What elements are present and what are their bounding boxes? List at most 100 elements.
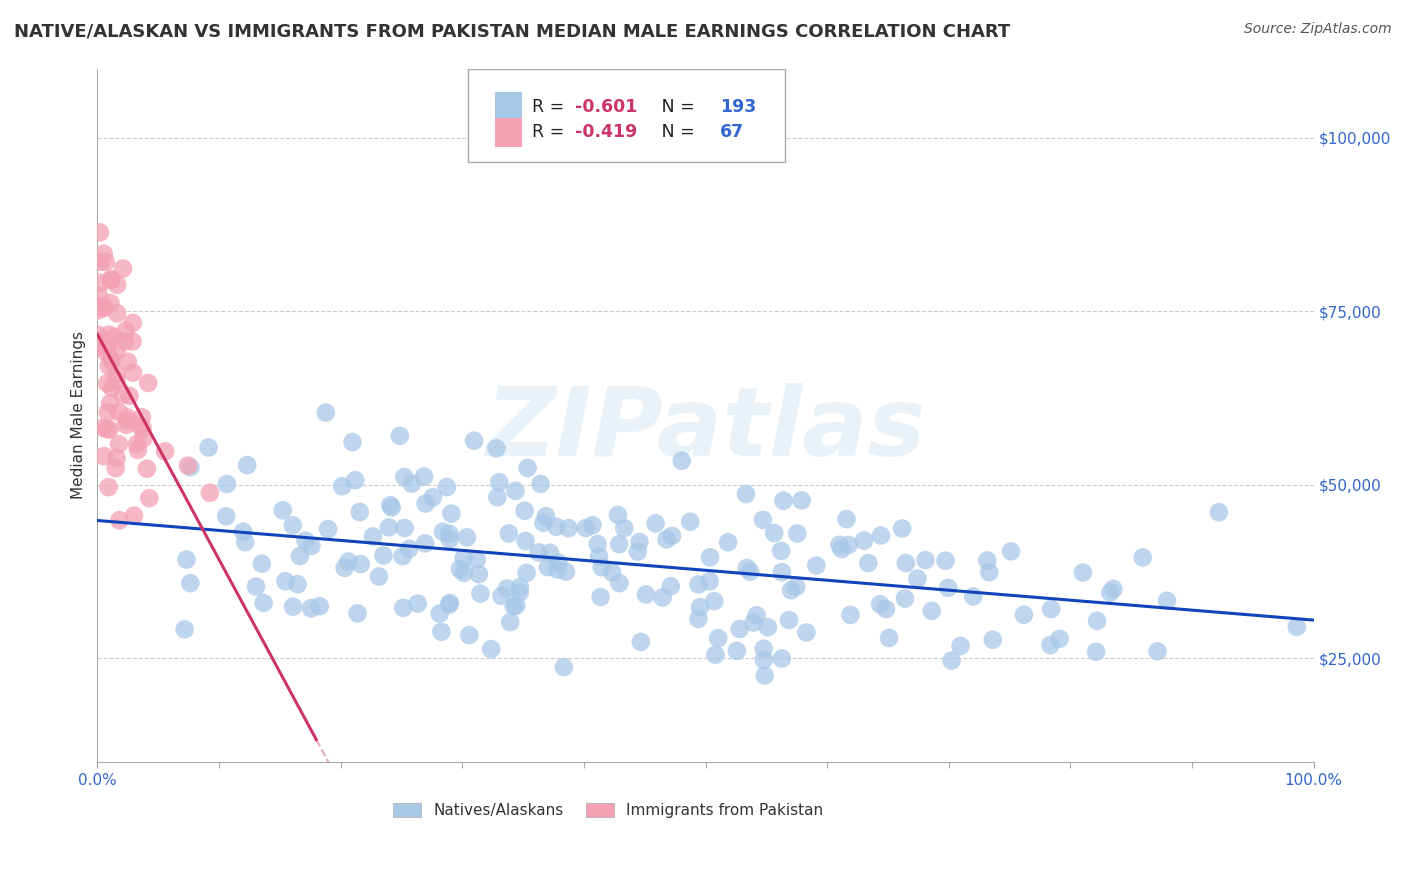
- Text: -0.419: -0.419: [575, 123, 638, 141]
- Point: [547, 556, 569, 570]
- Point: [699, 574, 721, 589]
- Point: [135, 461, 157, 475]
- Point: [115, 417, 138, 432]
- Point: [1000, 544, 1022, 558]
- Point: [581, 518, 603, 533]
- Point: [349, 505, 371, 519]
- Point: [513, 504, 536, 518]
- Point: [87, 300, 110, 314]
- Point: [337, 555, 360, 569]
- Point: [921, 604, 943, 618]
- Point: [1102, 582, 1125, 596]
- Point: [122, 366, 145, 380]
- Point: [128, 418, 150, 433]
- Point: [105, 373, 128, 387]
- Point: [98, 423, 121, 437]
- Point: [232, 524, 254, 539]
- Point: [509, 580, 531, 594]
- Point: [87, 303, 110, 318]
- Point: [515, 534, 537, 549]
- Point: [430, 624, 453, 639]
- Point: [93, 301, 115, 315]
- Point: [439, 532, 461, 546]
- Point: [468, 567, 491, 582]
- Point: [1208, 505, 1230, 519]
- Point: [941, 654, 963, 668]
- Point: [891, 521, 914, 535]
- Point: [381, 500, 404, 515]
- Text: ZIPatlas: ZIPatlas: [485, 383, 927, 475]
- Point: [671, 454, 693, 468]
- Point: [127, 442, 149, 457]
- Point: [763, 526, 786, 541]
- Point: [97, 480, 120, 494]
- Point: [533, 516, 555, 530]
- Point: [111, 387, 134, 401]
- Point: [613, 521, 636, 535]
- Point: [105, 306, 128, 320]
- Point: [839, 607, 862, 622]
- FancyBboxPatch shape: [468, 69, 785, 162]
- Point: [398, 541, 420, 556]
- Point: [93, 246, 115, 260]
- Point: [391, 549, 413, 564]
- Legend: Natives/Alaskans, Immigrants from Pakistan: Natives/Alaskans, Immigrants from Pakist…: [387, 797, 830, 824]
- Point: [534, 509, 557, 524]
- Point: [1146, 644, 1168, 658]
- Point: [87, 288, 110, 302]
- Point: [772, 493, 794, 508]
- Point: [197, 441, 219, 455]
- Point: [735, 487, 758, 501]
- Point: [458, 628, 481, 642]
- Point: [198, 485, 221, 500]
- Point: [588, 549, 610, 564]
- Point: [796, 625, 818, 640]
- Point: [479, 642, 502, 657]
- Point: [770, 544, 793, 558]
- Point: [756, 620, 779, 634]
- Point: [108, 405, 131, 419]
- Point: [707, 631, 730, 645]
- Point: [111, 261, 134, 276]
- Point: [745, 608, 768, 623]
- Point: [361, 529, 384, 543]
- FancyBboxPatch shape: [495, 92, 522, 121]
- Point: [752, 513, 775, 527]
- Point: [1085, 645, 1108, 659]
- Point: [101, 381, 124, 395]
- Point: [97, 359, 120, 373]
- Point: [413, 469, 436, 483]
- Point: [529, 477, 551, 491]
- Point: [117, 355, 139, 369]
- Point: [287, 577, 309, 591]
- Point: [1132, 550, 1154, 565]
- Point: [121, 316, 143, 330]
- Point: [406, 597, 429, 611]
- Point: [496, 582, 519, 596]
- Point: [538, 546, 561, 560]
- Point: [131, 421, 153, 435]
- Point: [456, 530, 478, 544]
- Point: [415, 497, 437, 511]
- Point: [491, 589, 513, 603]
- Point: [105, 277, 128, 292]
- Point: [114, 334, 136, 349]
- Point: [1071, 566, 1094, 580]
- Point: [93, 449, 115, 463]
- Point: [575, 521, 598, 535]
- Point: [655, 533, 678, 547]
- Point: [104, 461, 127, 475]
- Point: [728, 622, 751, 636]
- Point: [100, 354, 122, 368]
- Point: [1040, 602, 1063, 616]
- Point: [96, 376, 118, 391]
- Point: [591, 560, 613, 574]
- Point: [894, 591, 917, 606]
- Point: [392, 600, 415, 615]
- Point: [439, 526, 461, 541]
- Point: [488, 475, 510, 489]
- Point: [770, 565, 793, 579]
- Point: [373, 549, 395, 563]
- FancyBboxPatch shape: [495, 118, 522, 147]
- Point: [505, 598, 527, 612]
